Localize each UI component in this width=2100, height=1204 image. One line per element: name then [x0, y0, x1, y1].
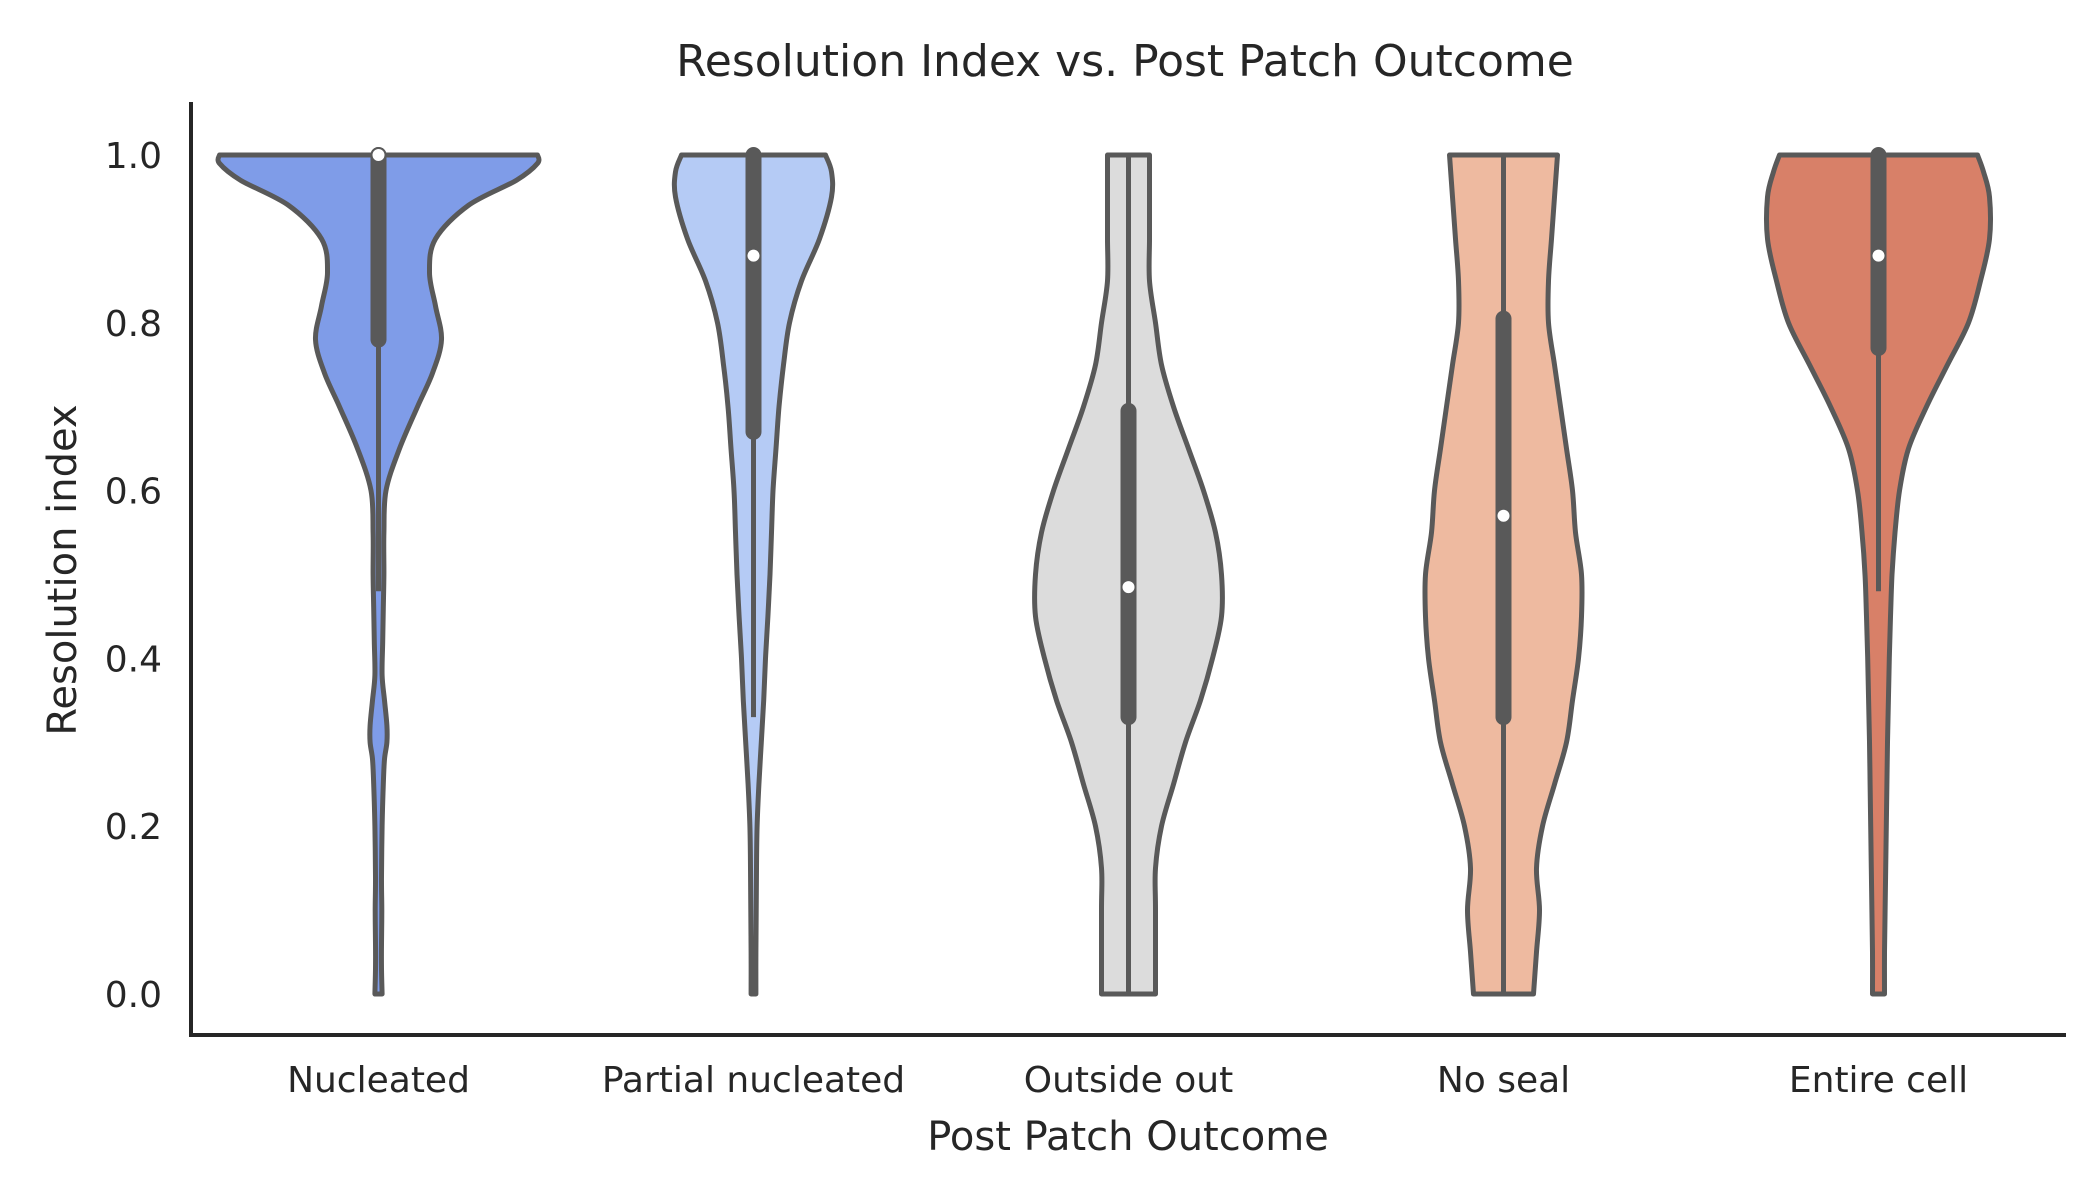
violin-median-dot	[1870, 247, 1887, 264]
violin-outside-out	[1032, 152, 1225, 997]
x-axis-label: Post Patch Outcome	[927, 1114, 1329, 1160]
x-tick-label: No seal	[1437, 1060, 1570, 1101]
violin-entire-cell	[1764, 147, 1993, 997]
x-tick-label: Partial nucleated	[602, 1060, 905, 1101]
violin-no-seal	[1422, 152, 1585, 997]
y-tick-label: 0.2	[105, 807, 162, 848]
violin-median-dot	[370, 147, 387, 163]
y-tick-label: 0.0	[105, 975, 162, 1016]
x-ticks-group: Nucleated Partial nucleated Outside out No …	[287, 1060, 1968, 1101]
violins-group	[215, 147, 1993, 997]
y-ticks-group: 0.0 0.2 0.4 0.6 0.8 1.0	[105, 136, 162, 1016]
violin-median-dot	[1495, 507, 1512, 524]
violin-partial-nucleated	[671, 147, 836, 997]
x-tick-label: Entire cell	[1789, 1060, 1968, 1101]
y-axis-label: Resolution index	[40, 404, 86, 735]
x-tick-label: Outside out	[1024, 1060, 1233, 1101]
y-tick-label: 0.8	[105, 304, 162, 345]
violin-median-dot	[1120, 579, 1137, 596]
chart-title: Resolution Index vs. Post Patch Outcome	[676, 36, 1574, 87]
y-tick-label: 0.4	[105, 639, 162, 680]
x-tick-label: Nucleated	[287, 1060, 470, 1101]
y-tick-label: 1.0	[105, 136, 162, 177]
violin-nucleated	[215, 147, 542, 997]
violin-median-dot	[745, 247, 762, 264]
y-tick-label: 0.6	[105, 472, 162, 513]
